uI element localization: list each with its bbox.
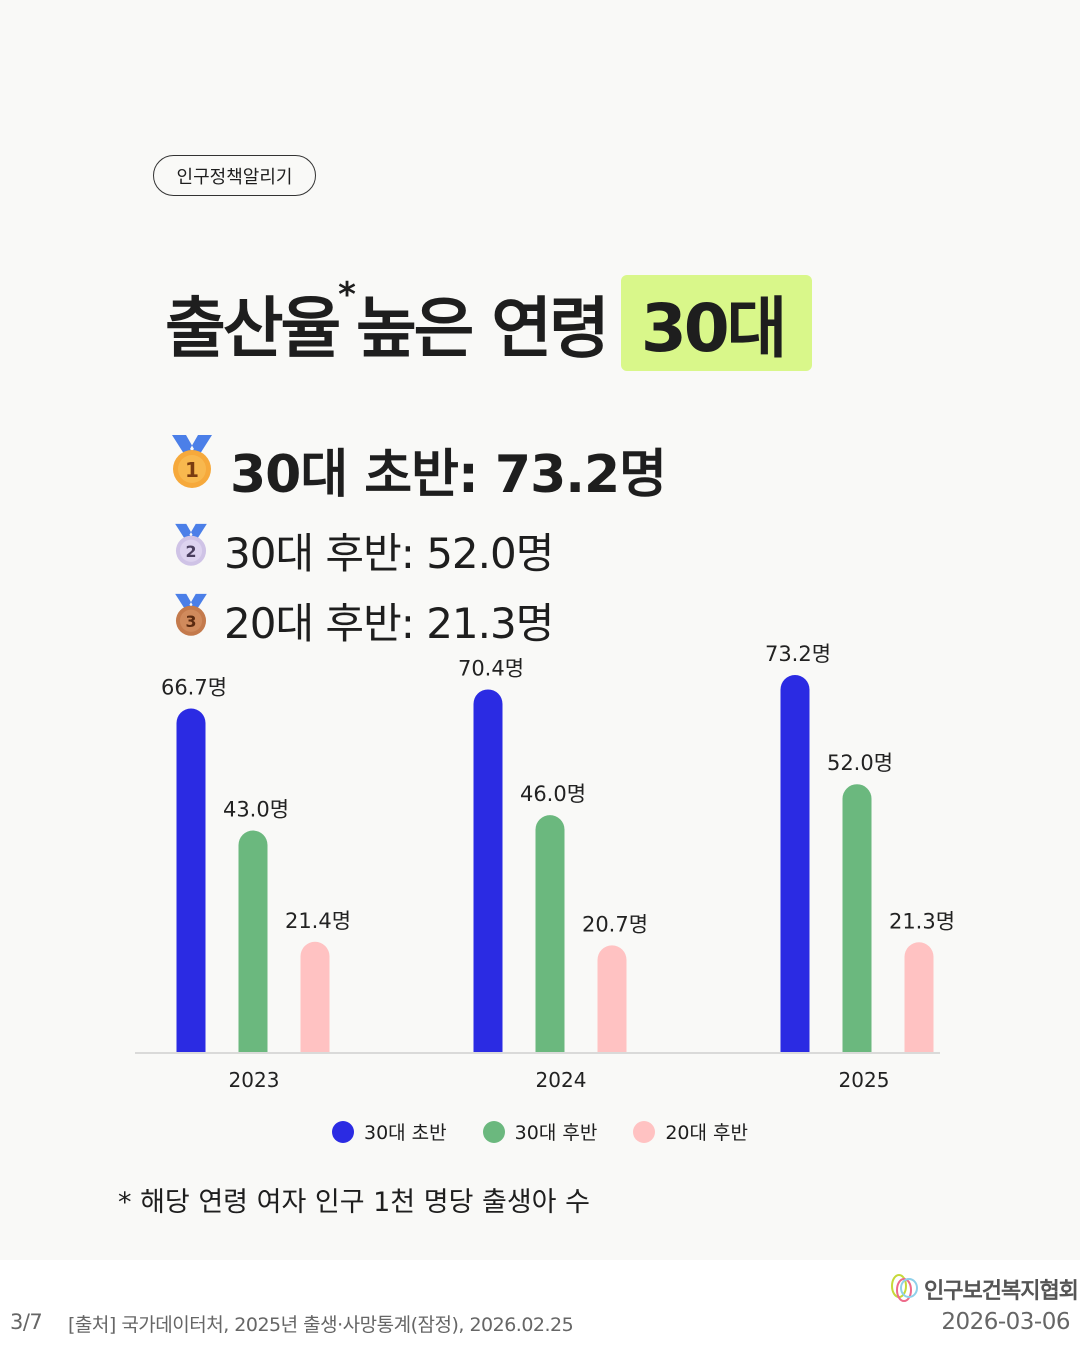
legend-swatch [331, 1120, 354, 1143]
org-logo-icon [888, 1272, 920, 1308]
bar [238, 830, 268, 1052]
footnote: * 해당 연령 여자 인구 1천 명당 출생아 수 [118, 1187, 590, 1218]
x-tick-label: 2024 [536, 1068, 587, 1092]
source-text: [출처] 국가데이터처, 2025년 출생·사망통계(잠정), 2026.02.… [68, 1314, 574, 1336]
bar [535, 815, 565, 1052]
rank-text: 20대 후반: 21.3명 [224, 599, 554, 648]
bar [300, 941, 330, 1052]
legend-label: 20대 후반 [665, 1122, 748, 1144]
data-label: 66.7명 [161, 675, 227, 699]
rank-text: 30대 초반: 73.2명 [230, 445, 667, 505]
page-indicator: 3/7 [10, 1310, 43, 1334]
org-name: 인구보건복지협회 [924, 1279, 1079, 1304]
data-label: 43.0명 [223, 798, 289, 822]
bar [597, 945, 627, 1052]
legend-item: 30대 초반 [331, 1118, 447, 1145]
title-rest: 높은 연령 [355, 290, 610, 367]
data-label: 70.4명 [458, 656, 524, 680]
data-label: 21.4명 [285, 909, 351, 933]
category-tag: 인구정책알리기 [153, 155, 316, 196]
title-highlight: 30대 [620, 275, 813, 371]
rank-item-1: 1 30대 초반: 73.2명 [168, 432, 667, 507]
legend-label: 30대 초반 [363, 1122, 447, 1144]
bar [780, 675, 810, 1052]
page-title: 출산율 * 높은 연령 30대 [165, 275, 813, 371]
legend-swatch [633, 1120, 656, 1143]
svg-text:2: 2 [185, 542, 196, 561]
title-asterisk: * [338, 275, 356, 315]
bar [842, 784, 872, 1052]
legend-swatch [482, 1120, 505, 1143]
silver-medal-icon: 2 [172, 523, 210, 579]
data-label: 52.0명 [827, 751, 893, 775]
data-label: 20.7명 [582, 912, 648, 936]
legend-item: 30대 후반 [482, 1118, 598, 1145]
bar [473, 689, 503, 1052]
data-label: 46.0명 [520, 782, 586, 806]
footer: 3/7 [출처] 국가데이터처, 2025년 출생·사망통계(잠정), 2026… [0, 1260, 1080, 1350]
data-label: 73.2명 [765, 642, 831, 666]
rank-text: 30대 후반: 52.0명 [224, 529, 554, 578]
rank-item-2: 2 30대 후반: 52.0명 [172, 520, 554, 581]
date: 2026-03-06 [941, 1309, 1070, 1335]
legend-label: 30대 후반 [514, 1122, 598, 1144]
bar-chart: 66.7명 43.0명 21.4명 2023 70.4명 46.0명 20.7명 2024 73… [135, 642, 955, 1092]
bar [904, 942, 934, 1052]
bronze-medal-icon: 3 [172, 593, 210, 649]
bar [176, 708, 206, 1052]
x-tick-label: 2025 [839, 1068, 890, 1092]
data-label: 21.3명 [889, 909, 955, 933]
svg-text:1: 1 [185, 458, 199, 482]
rank-item-3: 3 20대 후반: 21.3명 [172, 590, 554, 651]
svg-text:3: 3 [185, 612, 196, 631]
legend-item: 20대 후반 [633, 1118, 748, 1145]
chart-legend: 30대 초반 30대 후반 20대 후반 [0, 1118, 1080, 1145]
title-text: 출산율 [165, 290, 341, 367]
gold-medal-icon: 1 [168, 435, 216, 504]
x-tick-label: 2023 [229, 1068, 280, 1092]
